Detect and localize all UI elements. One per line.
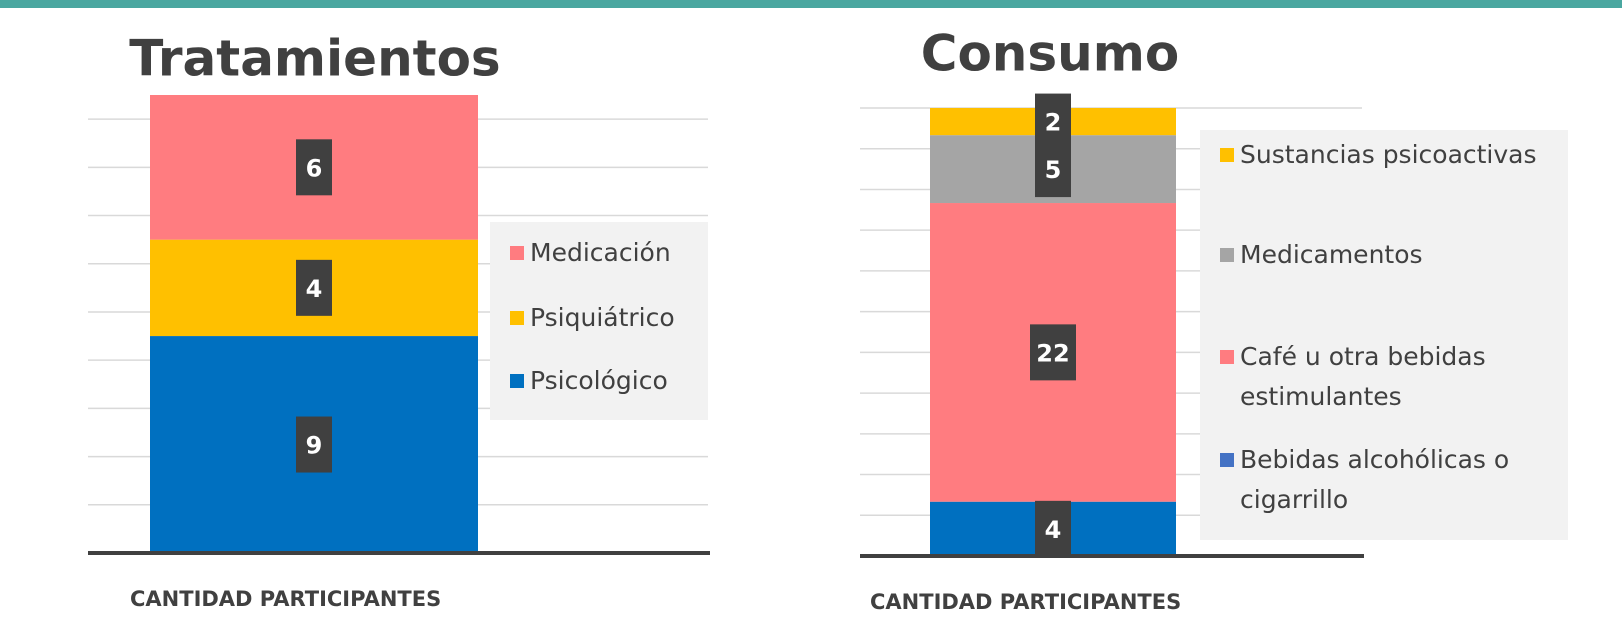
legend-entry: Psicológico bbox=[530, 366, 668, 395]
legend-label: Medicamentos bbox=[1240, 240, 1423, 269]
legend-label: Psiquiátrico bbox=[530, 303, 675, 332]
legend-swatch bbox=[1220, 148, 1234, 162]
data-label: 5 bbox=[1045, 156, 1062, 184]
legend-label: Sustancias psicoactivas bbox=[1240, 140, 1537, 169]
data-label-box bbox=[296, 259, 332, 316]
chart-title: Consumo bbox=[921, 25, 1179, 83]
data-label: 22 bbox=[1036, 339, 1069, 367]
legend-entry: Medicación bbox=[530, 238, 671, 267]
legend-entry: Medicamentos bbox=[1240, 240, 1423, 269]
legend-swatch bbox=[1220, 248, 1234, 262]
legend-box bbox=[1200, 130, 1568, 540]
data-label: 6 bbox=[306, 154, 323, 182]
data-label: 4 bbox=[306, 275, 323, 303]
data-label: 2 bbox=[1045, 109, 1062, 137]
legend-entry: Bebidas alcohólicas o cigarrillo bbox=[1240, 445, 1510, 514]
top-bar bbox=[0, 0, 1622, 8]
legend-label: Medicación bbox=[530, 238, 671, 267]
legend-swatch bbox=[1220, 350, 1234, 364]
data-label-box bbox=[1035, 93, 1071, 150]
data-label-box bbox=[1035, 141, 1071, 198]
x-axis-label: CANTIDAD PARTICIPANTES bbox=[870, 590, 1181, 614]
data-label-box bbox=[1030, 324, 1076, 381]
data-label: 9 bbox=[306, 432, 323, 460]
legend-entry: Café u otra bebidas estimulantes bbox=[1240, 342, 1486, 411]
legend-swatch bbox=[510, 311, 524, 325]
data-label-box bbox=[296, 416, 332, 473]
data-label-box bbox=[1035, 500, 1071, 557]
legend-entry: Sustancias psicoactivas bbox=[1240, 140, 1537, 169]
legend-swatch bbox=[1220, 453, 1234, 467]
legend-label: Café u otra bebidas estimulantes bbox=[1240, 342, 1486, 411]
data-label-box bbox=[296, 139, 332, 196]
legend-swatch bbox=[510, 374, 524, 388]
legend-label: Psicológico bbox=[530, 366, 668, 395]
chart-title: Tratamientos bbox=[129, 30, 500, 88]
data-label: 4 bbox=[1045, 516, 1062, 544]
legend-box bbox=[490, 222, 708, 420]
legend-entry: Psiquiátrico bbox=[530, 303, 675, 332]
x-axis-label: CANTIDAD PARTICIPANTES bbox=[130, 587, 441, 611]
legend-label: Bebidas alcohólicas o cigarrillo bbox=[1240, 445, 1510, 514]
legend-swatch bbox=[510, 246, 524, 260]
